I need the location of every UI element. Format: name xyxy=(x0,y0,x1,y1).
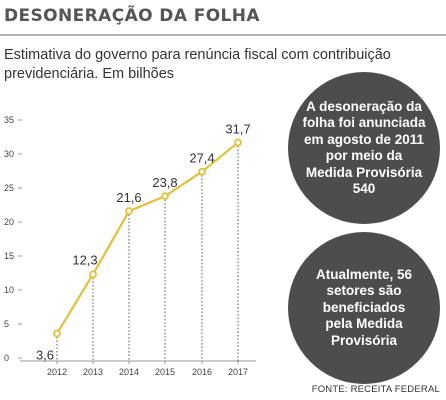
data-point xyxy=(234,138,242,147)
data-label: 3,6 xyxy=(36,348,54,363)
x-tick-label: 2014 xyxy=(119,367,139,377)
y-tick-label: 25 xyxy=(4,183,14,193)
data-points xyxy=(53,138,242,338)
series-line xyxy=(56,141,239,335)
data-point xyxy=(161,192,169,201)
data-label: 12,3 xyxy=(72,252,97,267)
title-divider xyxy=(0,34,446,36)
x-axis: 2012 2013 2014 2015 2016 2017 xyxy=(20,360,256,377)
data-label: 23,8 xyxy=(152,175,177,190)
x-tick-label: 2015 xyxy=(155,367,175,377)
callout-sectors: Atualmente, 56 setores são beneficiados … xyxy=(288,232,440,384)
series-line-group xyxy=(56,141,239,335)
source-note: FONTE: RECEITA FEDERAL xyxy=(311,384,440,395)
data-point xyxy=(125,207,133,216)
chart-subtitle: Estimativa do governo para renúncia fisc… xyxy=(4,47,391,82)
data-point xyxy=(89,270,97,279)
y-tick-label: 10 xyxy=(4,285,14,295)
x-tick-label: 2017 xyxy=(228,367,248,377)
chart-title: DESONERAÇÃO DA FOLHA xyxy=(4,6,260,26)
x-tick-label: 2016 xyxy=(192,367,212,377)
y-tick-label: 20 xyxy=(4,217,14,227)
x-tick-label: 2012 xyxy=(47,367,67,377)
y-tick-label: 15 xyxy=(4,251,14,261)
y-tick-label: 30 xyxy=(4,149,14,159)
data-point xyxy=(53,329,61,338)
y-axis: 0 5 10 15 20 25 30 35 xyxy=(4,115,22,363)
x-tick-label: 2013 xyxy=(83,367,103,377)
callout-announcement: A desoneração da folha foi anunciada em … xyxy=(288,72,440,224)
y-tick-label: 5 xyxy=(4,319,9,329)
y-tick-label: 35 xyxy=(4,115,14,125)
data-label: 21,6 xyxy=(116,190,141,205)
drop-lines xyxy=(56,142,239,361)
data-label: 27,4 xyxy=(189,151,214,166)
data-labels: 3,6 12,3 21,6 23,8 27,4 31,7 xyxy=(36,121,251,362)
y-tick-label: 0 xyxy=(4,353,9,363)
data-point xyxy=(198,167,206,176)
data-label: 31,7 xyxy=(225,121,250,136)
